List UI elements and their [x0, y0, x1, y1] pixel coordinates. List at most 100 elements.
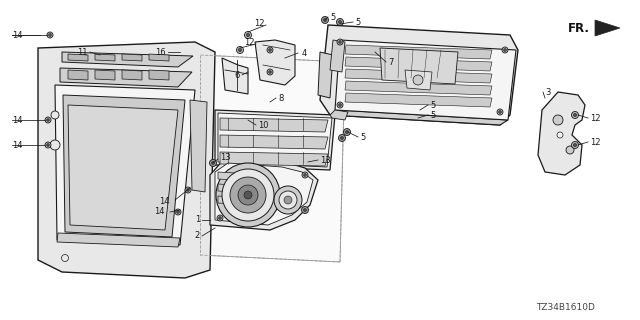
Circle shape [324, 19, 326, 21]
Polygon shape [122, 54, 142, 61]
Polygon shape [68, 54, 88, 61]
Polygon shape [345, 45, 492, 59]
Circle shape [337, 39, 343, 45]
Polygon shape [345, 93, 492, 107]
Circle shape [238, 185, 258, 205]
Text: 10: 10 [258, 121, 269, 130]
Polygon shape [38, 42, 215, 278]
Polygon shape [57, 233, 180, 247]
Polygon shape [345, 57, 492, 71]
Text: 12: 12 [590, 138, 600, 147]
Circle shape [566, 146, 574, 154]
Polygon shape [335, 40, 516, 120]
Circle shape [244, 191, 252, 199]
Text: 16: 16 [155, 47, 166, 57]
Circle shape [413, 75, 423, 85]
Circle shape [246, 33, 250, 36]
Polygon shape [215, 110, 335, 170]
Polygon shape [538, 92, 585, 175]
Polygon shape [380, 48, 458, 84]
Text: 5: 5 [430, 110, 435, 119]
Circle shape [339, 41, 341, 43]
Polygon shape [95, 54, 115, 61]
Polygon shape [330, 110, 508, 125]
Text: 13: 13 [320, 156, 331, 164]
Text: 7: 7 [388, 58, 394, 67]
Text: 1: 1 [195, 215, 200, 225]
Polygon shape [60, 68, 192, 87]
Circle shape [45, 142, 51, 148]
Text: 12: 12 [255, 19, 265, 28]
Polygon shape [218, 113, 332, 167]
Polygon shape [190, 100, 207, 192]
Circle shape [267, 47, 273, 53]
Circle shape [339, 104, 341, 106]
Polygon shape [218, 184, 235, 192]
Circle shape [557, 132, 563, 138]
Text: 5: 5 [355, 18, 360, 27]
Circle shape [340, 137, 344, 140]
Circle shape [499, 111, 501, 113]
Polygon shape [320, 25, 518, 125]
Text: 3: 3 [545, 87, 550, 97]
Circle shape [61, 254, 68, 261]
Circle shape [175, 209, 181, 215]
Text: 6: 6 [235, 70, 240, 79]
Circle shape [47, 119, 49, 121]
Circle shape [573, 113, 577, 116]
Circle shape [284, 196, 292, 204]
Polygon shape [405, 70, 432, 90]
Polygon shape [255, 40, 295, 85]
Circle shape [49, 34, 51, 36]
Polygon shape [149, 70, 169, 80]
Polygon shape [330, 40, 345, 72]
Circle shape [572, 141, 579, 148]
Text: 4: 4 [302, 49, 307, 58]
Circle shape [230, 177, 266, 213]
Polygon shape [210, 158, 318, 230]
Circle shape [303, 174, 307, 176]
Polygon shape [215, 163, 313, 225]
Circle shape [222, 169, 274, 221]
Polygon shape [345, 81, 492, 95]
Circle shape [237, 46, 243, 53]
Polygon shape [95, 70, 115, 80]
Circle shape [269, 49, 271, 51]
Circle shape [219, 217, 221, 219]
Circle shape [47, 32, 53, 38]
Circle shape [177, 211, 179, 213]
Circle shape [216, 163, 280, 227]
Text: 5: 5 [330, 12, 335, 21]
Text: 12: 12 [244, 37, 255, 46]
Circle shape [344, 129, 351, 135]
Text: 14: 14 [12, 30, 22, 39]
Text: TZ34B1610D: TZ34B1610D [536, 303, 595, 312]
Polygon shape [68, 70, 88, 80]
Polygon shape [218, 196, 235, 204]
Circle shape [502, 47, 508, 53]
Circle shape [337, 102, 343, 108]
Circle shape [45, 117, 51, 123]
Polygon shape [595, 20, 620, 36]
Circle shape [51, 111, 59, 119]
Polygon shape [62, 52, 193, 67]
Polygon shape [220, 118, 328, 132]
Text: 8: 8 [278, 93, 284, 102]
Polygon shape [222, 58, 248, 94]
Text: 14: 14 [12, 116, 22, 124]
Circle shape [279, 191, 297, 209]
Circle shape [302, 172, 308, 178]
Circle shape [47, 144, 49, 146]
Polygon shape [55, 85, 195, 245]
Text: 14: 14 [154, 207, 165, 217]
Circle shape [504, 49, 506, 51]
Circle shape [321, 17, 328, 23]
Polygon shape [218, 172, 235, 180]
Text: 2: 2 [195, 231, 200, 241]
Polygon shape [68, 105, 178, 230]
Circle shape [497, 109, 503, 115]
Circle shape [337, 19, 344, 26]
Circle shape [239, 48, 241, 52]
Circle shape [187, 189, 189, 191]
Circle shape [346, 131, 348, 133]
